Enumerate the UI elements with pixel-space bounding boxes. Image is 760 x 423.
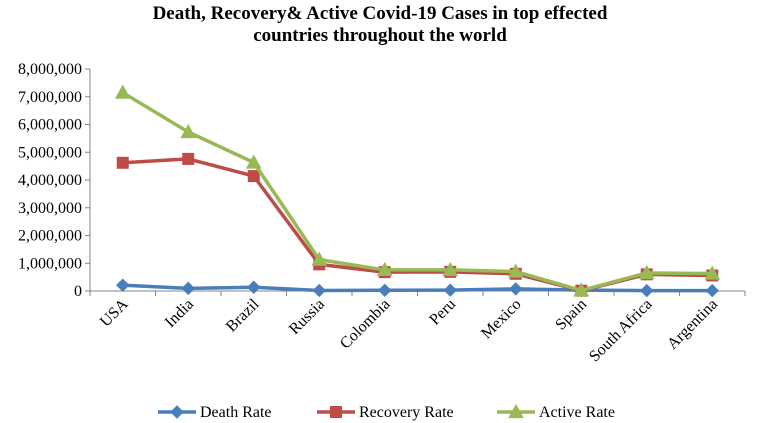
data-point: [378, 283, 392, 298]
data-point: [705, 283, 719, 298]
series-line: [122, 283, 713, 293]
data-point: [311, 251, 328, 266]
data-point: [181, 281, 195, 296]
chart-axes: 0 1,000,000 2,000,000 3,000,000 4,000,000 5,0…: [18, 61, 746, 366]
series-line: [121, 91, 713, 293]
data-point: [704, 265, 721, 280]
x-tick-label: Argentina: [664, 296, 721, 353]
x-tick-label: USA: [97, 295, 132, 330]
data-point: [507, 263, 524, 278]
data-point: [116, 156, 129, 169]
data-point: [376, 261, 393, 277]
x-tick-label: Spain: [552, 296, 590, 334]
y-tick-label: 4,000,000: [18, 172, 82, 189]
x-tick-label: Russia: [286, 296, 328, 338]
data-point: [247, 170, 260, 183]
legend-marker: [508, 403, 524, 419]
chart-series: [114, 84, 721, 298]
y-tick-label: 8,000,000: [18, 61, 82, 78]
series-recovery-rate: [116, 152, 719, 297]
data-point: [116, 278, 130, 292]
y-tick-label: 0: [74, 283, 82, 300]
x-tick-label: India: [162, 296, 197, 331]
data-point: [638, 264, 655, 280]
series-death-rate: [116, 278, 719, 298]
chart-title-line-2: countries throughout the world: [253, 25, 507, 46]
data-point: [245, 154, 262, 169]
data-point: [247, 280, 261, 294]
data-point: [114, 84, 131, 99]
x-tick-label: Mexico: [478, 296, 525, 343]
y-tick-label: 3,000,000: [18, 200, 82, 217]
data-point: [182, 152, 195, 165]
legend-item: Death Rate: [158, 404, 272, 421]
y-tick-label: 7,000,000: [18, 89, 82, 106]
y-tick-label: 1,000,000: [18, 255, 82, 272]
data-point: [312, 283, 326, 298]
legend-label: Recovery Rate: [359, 404, 454, 421]
y-tick-label: 2,000,000: [18, 228, 82, 245]
chart-title-line-1: Death, Recovery& Active Covid-19 Cases i…: [153, 3, 608, 24]
data-point: [573, 282, 590, 297]
y-tick-label: 5,000,000: [18, 144, 82, 161]
legend-label: Active Rate: [539, 404, 615, 421]
x-tick-label: Brazil: [223, 295, 263, 335]
data-point: [180, 123, 197, 139]
legend-item: Active Rate: [497, 403, 615, 421]
legend-marker: [330, 406, 342, 418]
data-point: [443, 283, 457, 297]
data-point: [640, 283, 654, 298]
y-tick-label: 6,000,000: [18, 117, 82, 134]
legend-item: Recovery Rate: [317, 404, 454, 421]
data-point: [509, 282, 523, 296]
x-tick-label: Peru: [426, 296, 459, 329]
chart-legend: Death Rate Recovery Rate Active Rate: [158, 403, 615, 421]
series-active-rate: [114, 84, 721, 297]
x-tick-label: South Africa: [586, 296, 656, 366]
legend-label: Death Rate: [200, 404, 272, 421]
legend-marker: [170, 405, 184, 419]
x-tick-label: Colombia: [337, 296, 394, 353]
data-point: [442, 261, 459, 277]
